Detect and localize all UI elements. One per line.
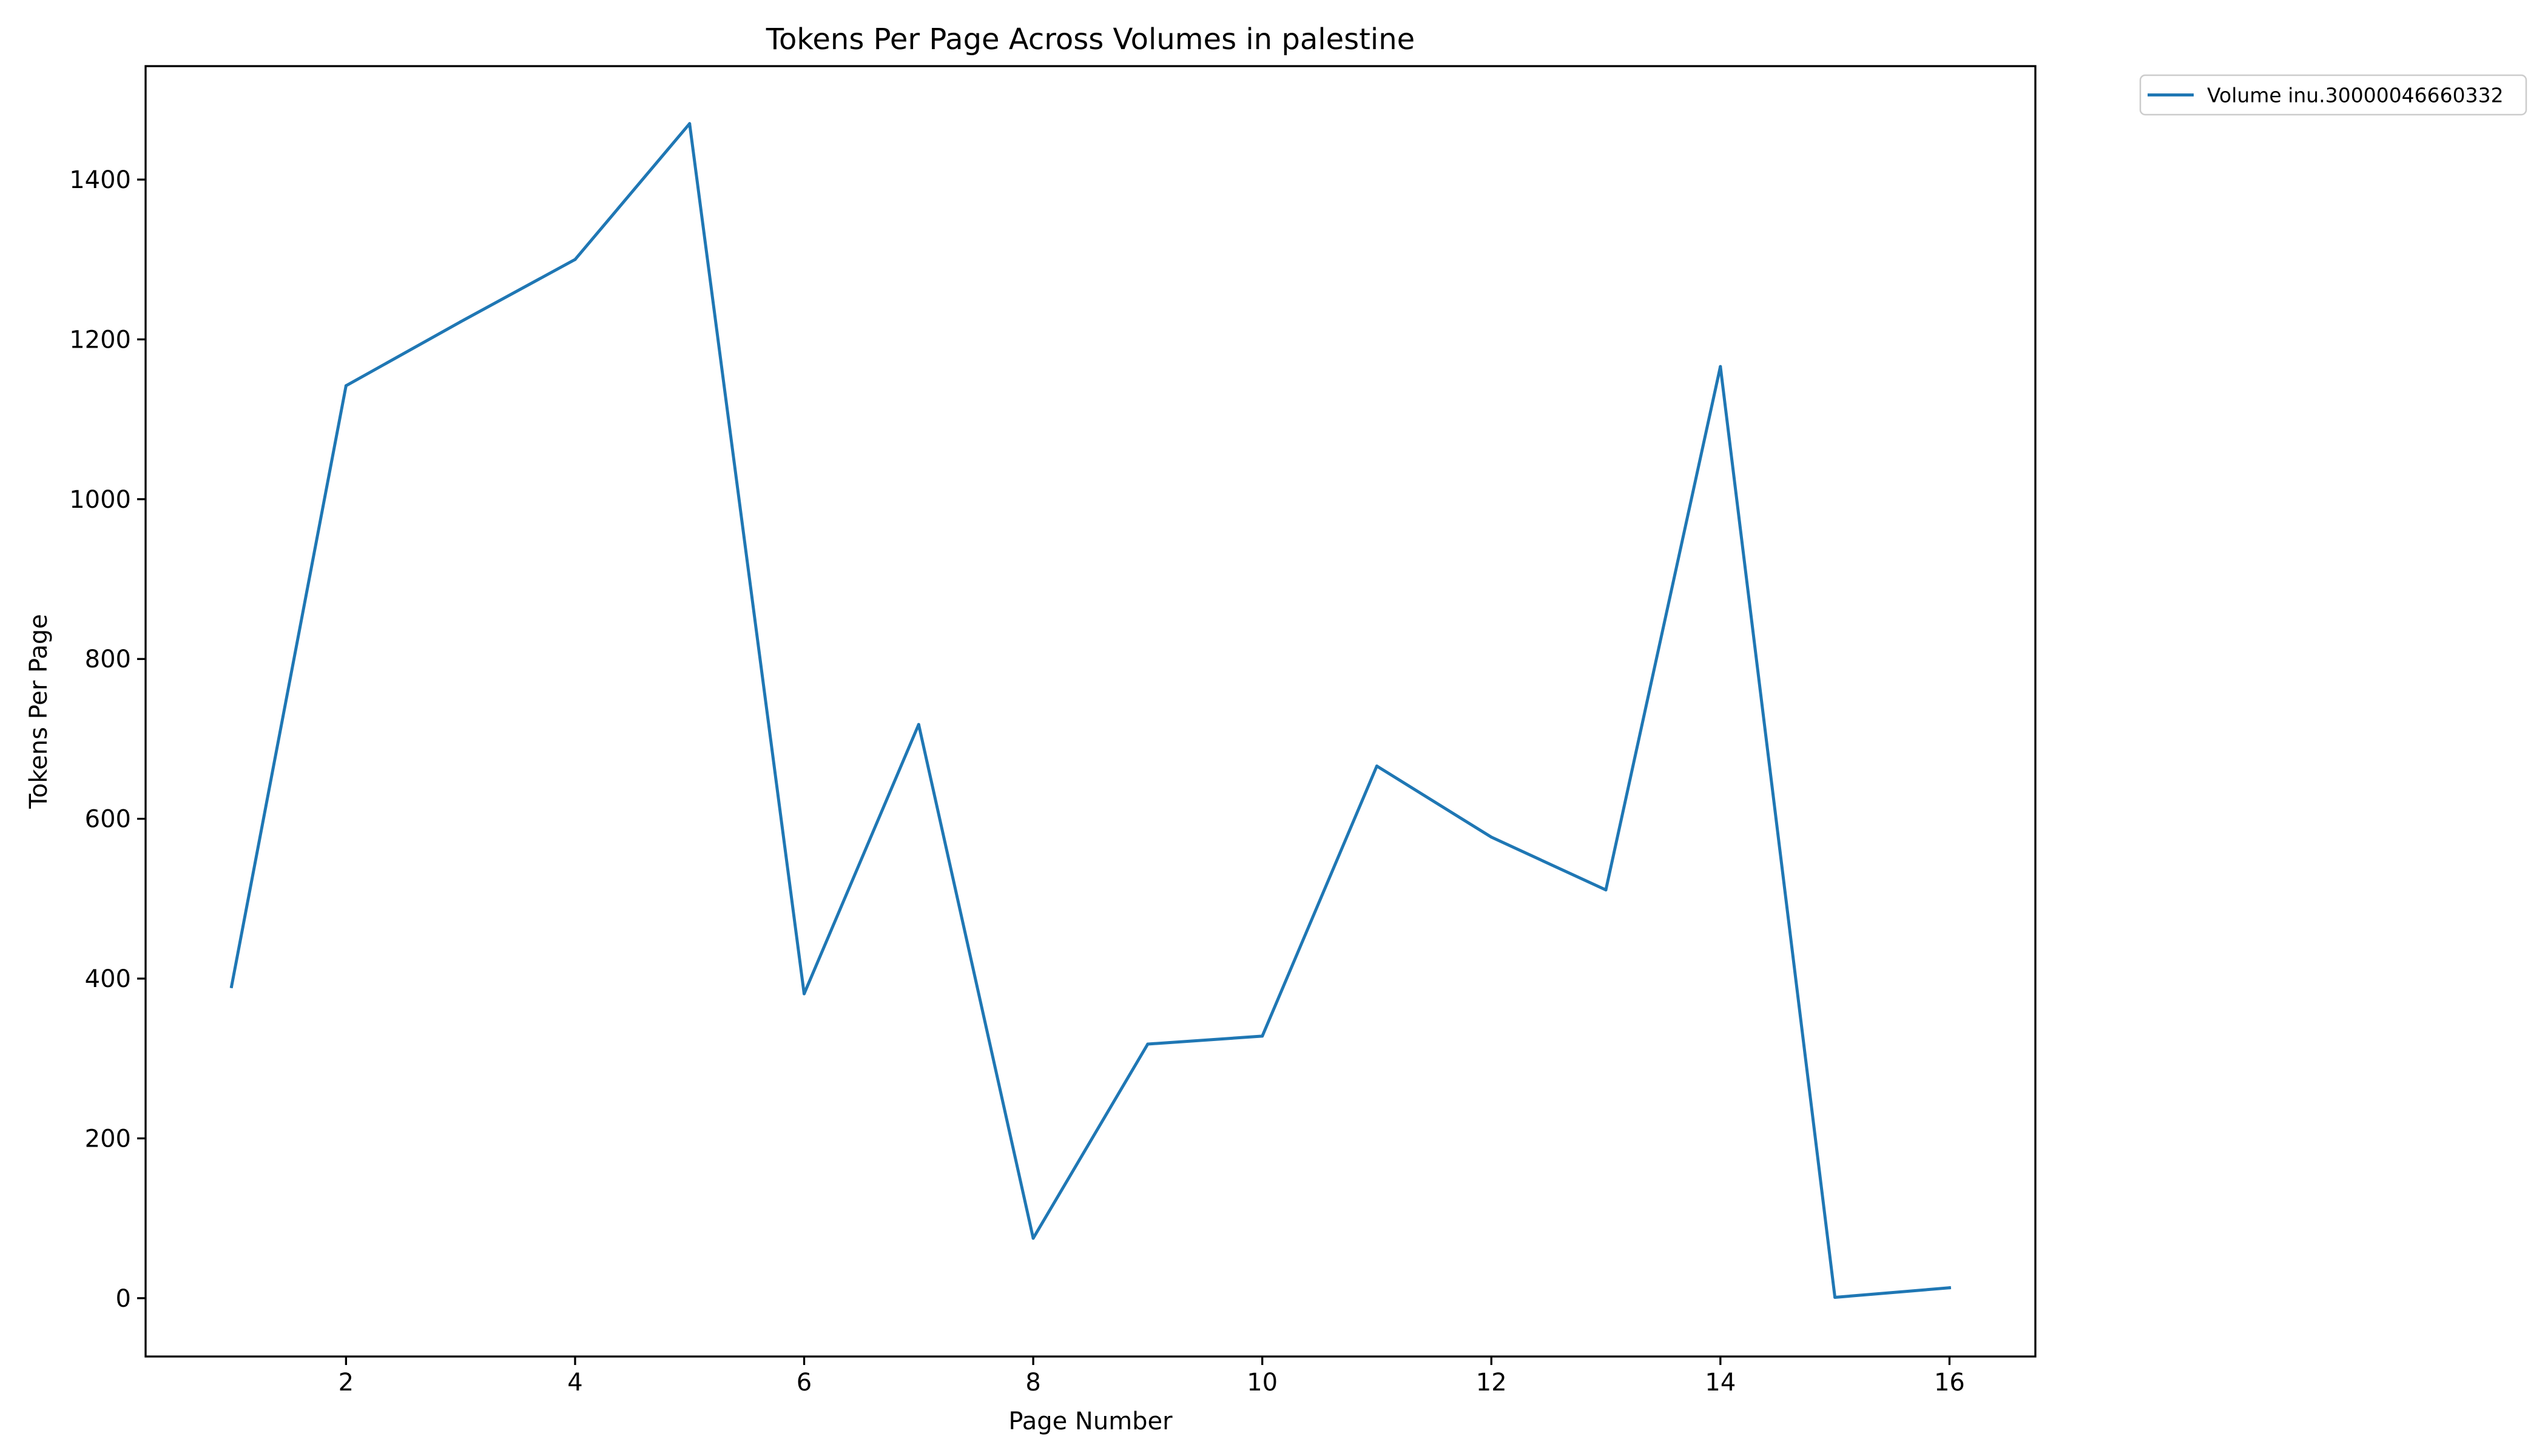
data-point [1375,764,1378,768]
legend-entry-label: Volume inu.30000046660332 [2207,84,2504,107]
x-tick-label: 10 [1247,1369,1278,1397]
data-point [1146,1042,1150,1046]
x-tick-label: 2 [339,1369,354,1397]
y-tick-label: 1200 [69,326,131,354]
x-axis-label: Page Number [1008,1407,1173,1435]
y-axis-label: Tokens Per Page [25,614,53,809]
x-tick-label: 8 [1025,1369,1040,1397]
y-tick-label: 800 [85,645,131,673]
data-point [1489,835,1493,839]
data-point [1031,1236,1035,1240]
x-axis: 2 4 6 8 10 12 14 16 [339,1357,1965,1397]
y-tick-label: 400 [85,965,131,993]
y-tick-label: 200 [85,1125,131,1153]
x-tick-label: 4 [567,1369,582,1397]
y-tick-label: 600 [85,806,131,834]
y-tick-label: 1400 [69,166,131,194]
plot-frame [144,65,2037,1358]
x-tick-label: 16 [1934,1369,1965,1397]
y-tick-label: 1000 [69,486,131,514]
y-axis: 0 200 400 600 800 1000 1200 1400 [69,166,146,1313]
chart-title: Tokens Per Page Across Volumes in palest… [766,22,1415,56]
data-point [573,258,577,261]
y-tick-label: 0 [116,1285,131,1313]
data-point [1261,1034,1264,1038]
x-tick-label: 12 [1476,1369,1507,1397]
data-point [803,992,806,996]
data-point [230,985,234,988]
x-tick-label: 6 [797,1369,812,1397]
data-point [344,384,348,388]
data-point [459,320,462,323]
data-point [1833,1296,1837,1299]
plot-area [146,66,2035,1357]
data-point [688,122,692,126]
series-layer [229,122,1952,1299]
legend-box [2139,74,2527,116]
legend: Volume inu.30000046660332 [2139,74,2527,116]
data-point [1719,365,1722,368]
data-point [917,723,920,726]
series-line-0 [229,122,1952,1299]
data-point [1947,1286,1951,1290]
data-point [1604,888,1608,892]
x-tick-label: 14 [1705,1369,1736,1397]
